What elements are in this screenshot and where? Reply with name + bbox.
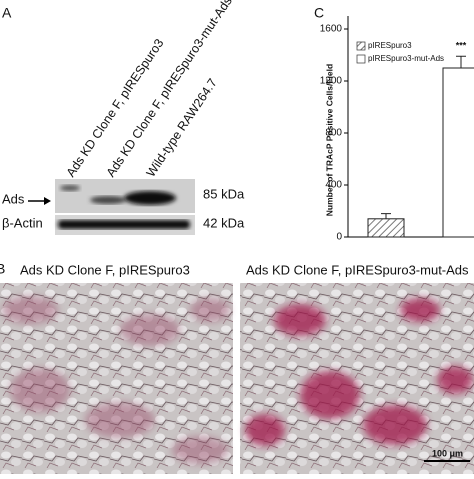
legend-label: pIRESpuro3	[368, 41, 412, 50]
image-caption: Ads KD Clone F, pIRESpuro3-mut-Ads	[246, 262, 469, 277]
significance: ***	[456, 41, 467, 51]
image-caption: Ads KD Clone F, pIRESpuro3	[20, 262, 190, 277]
scale-bar-label: 100 μm	[432, 448, 463, 458]
panel-label: B	[0, 261, 5, 277]
legend-label: pIRESpuro3-mut-Ads	[368, 54, 444, 63]
micrograph	[240, 283, 474, 474]
panel-label: C	[314, 5, 324, 21]
bar	[442, 67, 474, 238]
legend-swatch	[356, 54, 366, 64]
band-size: 42 kDa	[203, 215, 245, 230]
y-tick-label: 0	[336, 232, 342, 243]
legend-swatch	[356, 41, 366, 51]
y-tick-label: 800	[325, 128, 342, 139]
error-bar	[381, 213, 391, 219]
band	[124, 191, 176, 205]
band	[60, 185, 80, 191]
lane-label: Wild-type RAW264.7	[144, 76, 220, 180]
panel-label: A	[2, 5, 12, 21]
band	[58, 220, 190, 229]
row-label: Ads	[2, 191, 25, 206]
y-tick-label: 1200	[320, 76, 343, 87]
band-size: 85 kDa	[203, 186, 245, 201]
y-tick-label: 1600	[320, 24, 343, 35]
arrow-head	[44, 197, 51, 205]
bar	[367, 218, 405, 238]
row-label: β-Actin	[2, 215, 43, 230]
error-bar	[456, 55, 466, 68]
micrograph	[0, 283, 233, 474]
band	[90, 196, 126, 204]
chart: 0 400 800 1200 1600 pIRESpuro3 pIRESpuro3-mut-…	[320, 16, 474, 243]
y-axis-label: Number of TRAcP Positive Cells/Field	[324, 64, 334, 216]
y-tick-label: 400	[325, 180, 342, 191]
